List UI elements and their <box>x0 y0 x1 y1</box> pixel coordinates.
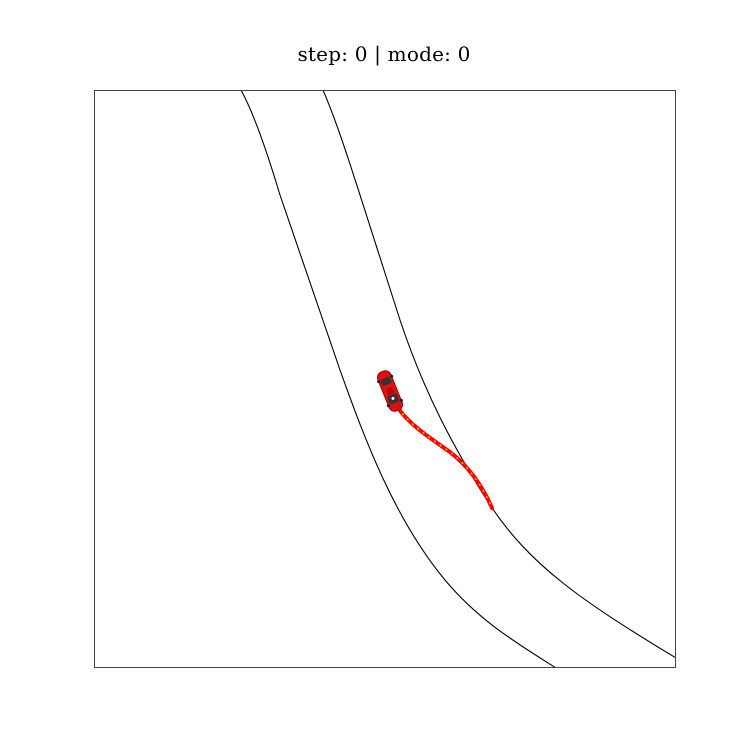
plot-frame <box>94 90 676 668</box>
left-road-edge <box>240 91 556 667</box>
red-car <box>376 370 404 412</box>
red-trajectory <box>396 406 494 510</box>
plot-title: step: 0 | mode: 0 <box>297 42 471 66</box>
right-road-edge <box>322 91 675 659</box>
